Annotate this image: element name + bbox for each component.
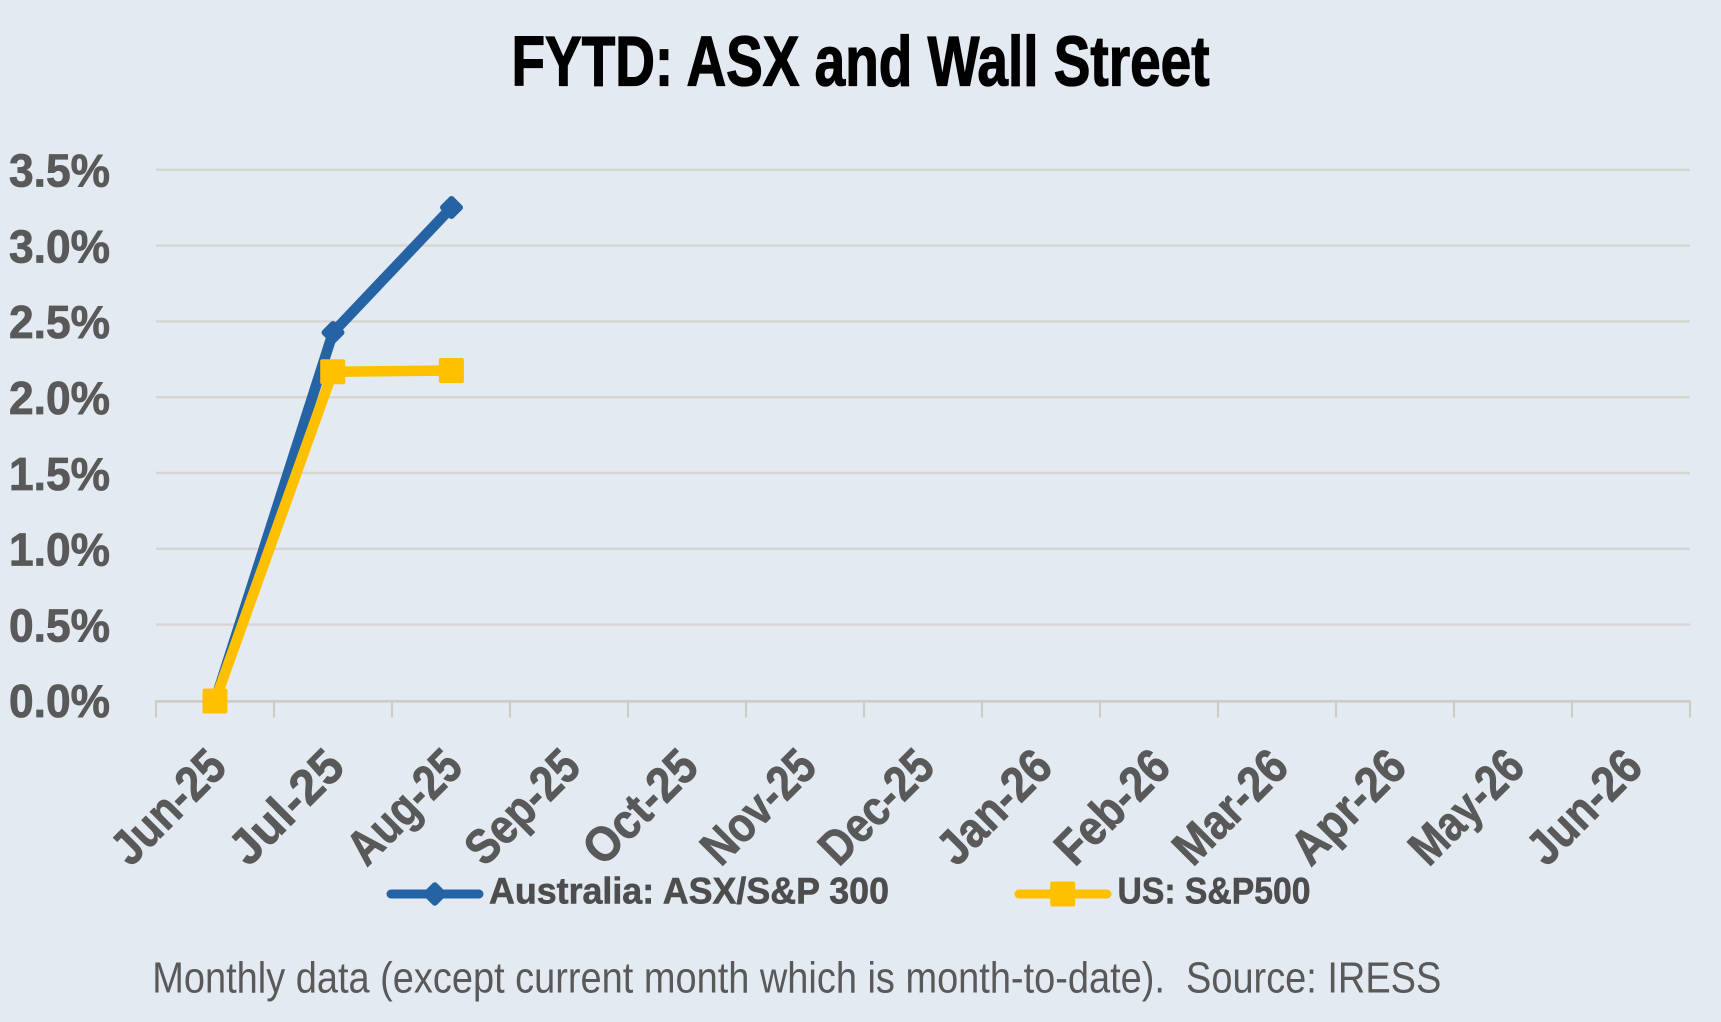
svg-text:3.0%: 3.0% — [9, 220, 110, 272]
svg-text:1.0%: 1.0% — [9, 524, 110, 576]
svg-text:Monthly data (except current m: Monthly data (except current month which… — [152, 955, 1441, 1003]
svg-text:1.5%: 1.5% — [9, 448, 110, 500]
svg-text:2.0%: 2.0% — [9, 372, 110, 424]
svg-text:Australia: ASX/S&P 300: Australia: ASX/S&P 300 — [489, 870, 889, 912]
svg-text:2.5%: 2.5% — [9, 296, 110, 348]
svg-text:0.0%: 0.0% — [9, 675, 110, 727]
svg-text:3.5%: 3.5% — [9, 145, 110, 197]
svg-text:0.5%: 0.5% — [9, 599, 110, 651]
svg-text:FYTD: ASX and Wall Street: FYTD: ASX and Wall Street — [512, 22, 1210, 101]
svg-text:US: S&P500: US: S&P500 — [1118, 870, 1311, 912]
